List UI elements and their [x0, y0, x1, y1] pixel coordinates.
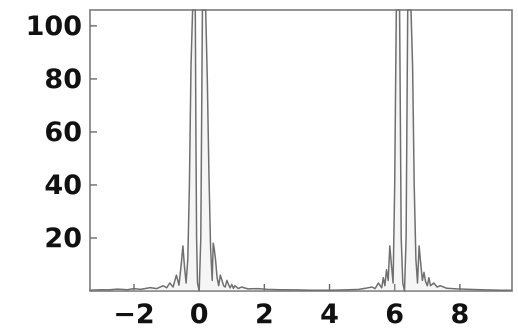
series-0-area — [90, 10, 512, 291]
x-tick-label: 2 — [255, 299, 274, 329]
y-tick-label: 40 — [44, 170, 82, 201]
y-tick-label: 20 — [44, 223, 82, 254]
plot-frame — [90, 10, 512, 291]
x-tick-label: −2 — [113, 299, 154, 329]
y-tick-label: 80 — [44, 64, 82, 95]
x-tick-label: 6 — [385, 299, 404, 329]
x-tick-label: 8 — [450, 299, 469, 329]
series-0-line — [90, 10, 512, 291]
y-axis-ticks: 20 40 60 80 100 — [26, 11, 97, 254]
y-tick-label: 100 — [26, 11, 82, 42]
x-tick-label: 4 — [320, 299, 339, 329]
series-layer — [90, 10, 512, 291]
x-tick-label: 0 — [190, 299, 209, 329]
y-tick-label: 60 — [44, 117, 82, 148]
